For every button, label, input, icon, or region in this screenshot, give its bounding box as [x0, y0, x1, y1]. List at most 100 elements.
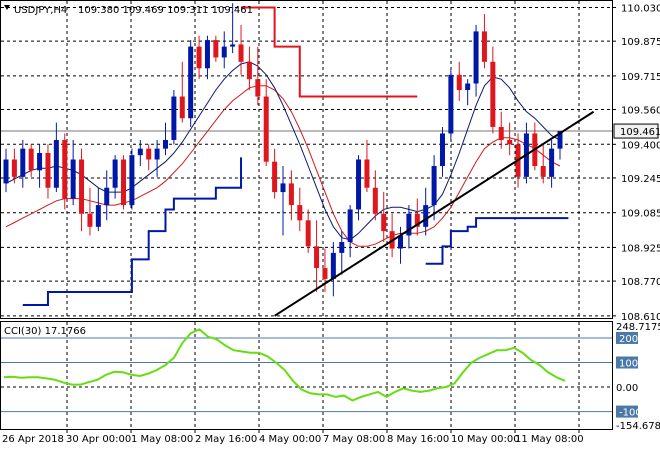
- cci-tick-label: 248.7175: [616, 322, 660, 333]
- price-tick-label: 110.030: [621, 4, 660, 15]
- candle-body: [314, 246, 320, 269]
- candle-body: [330, 252, 336, 279]
- price-tick-label: 108.770: [621, 277, 660, 288]
- candle-body: [297, 205, 303, 221]
- candle-body: [347, 209, 353, 243]
- candle-body: [37, 152, 43, 171]
- candle-body: [549, 148, 555, 177]
- price-tick-label: 109.875: [621, 37, 660, 48]
- price-tick-label: 108.610: [621, 312, 660, 323]
- support-step-line-recent: [425, 217, 569, 265]
- candle-body: [188, 46, 194, 119]
- candle-body: [230, 44, 236, 47]
- candle-body: [473, 31, 479, 84]
- trendline[interactable]: [274, 110, 595, 317]
- candle-body: [448, 74, 454, 134]
- time-tick-label: 26 Apr 2018: [2, 434, 64, 445]
- candle-body: [339, 242, 345, 253]
- candle-body: [246, 61, 252, 80]
- candle-body: [238, 44, 244, 62]
- candle-body: [87, 213, 93, 227]
- candle-body: [540, 166, 546, 177]
- candle-body: [364, 159, 370, 188]
- current-price-label: 109.461: [620, 127, 660, 138]
- price-tick-label: 109.560: [621, 106, 660, 117]
- cci-level-badge: [616, 331, 638, 344]
- trendline-segment[interactable]: [274, 110, 595, 317]
- price-tick-label: 109.400: [621, 140, 660, 151]
- candle-body: [423, 205, 429, 227]
- time-tick-label: 4 May 00:00: [259, 434, 321, 445]
- candle-body: [272, 161, 278, 193]
- time-axis: 26 Apr 2018 30 Apr 00:00 1 May 08:00 2 May …: [2, 429, 584, 445]
- candle-body: [53, 139, 59, 188]
- cci-series: [3, 328, 566, 402]
- time-tick-label: 30 Apr 00:00: [66, 434, 131, 445]
- candle-body: [221, 46, 227, 58]
- candle-body: [456, 74, 462, 91]
- candle-body: [280, 183, 286, 193]
- time-tick-label: 7 May 08:00: [323, 434, 385, 445]
- channel-step-lines: [22, 6, 569, 306]
- candle-body: [490, 61, 496, 127]
- candle-body: [213, 40, 219, 58]
- time-tick-label: 11 May 08:00: [515, 434, 584, 445]
- price-axis: 110.030 109.875 109.715 109.560 109.400 109.2…: [612, 4, 660, 323]
- candle-body: [20, 148, 26, 177]
- ohlc-label: 109.380 109.469 109.311 109.461: [78, 5, 253, 16]
- candle-body: [171, 96, 177, 140]
- cci-panel-frame: [0, 321, 613, 430]
- candle-body: [79, 159, 85, 214]
- candle-body: [414, 213, 420, 227]
- cci-level-badge: [616, 405, 638, 418]
- support-step-line: [22, 157, 243, 306]
- price-tick-label: 109.245: [621, 174, 660, 185]
- cci-label: CCI(30) 17.1766: [4, 326, 86, 337]
- resistance-step-line: [241, 6, 418, 98]
- fast-moving-average: [5, 61, 561, 241]
- candle-body: [431, 166, 437, 206]
- candle-body: [137, 148, 143, 156]
- candle-body: [11, 159, 17, 177]
- candle-body: [162, 139, 168, 149]
- candle-body: [70, 159, 76, 199]
- price-tick-label: 109.715: [621, 72, 660, 83]
- symbol-arrow-icon: [4, 5, 10, 10]
- symbol-label: USDJPY,H4: [14, 5, 67, 16]
- candle-body: [45, 152, 51, 188]
- candle-body: [356, 159, 362, 210]
- candle-body: [121, 159, 127, 206]
- cci-tick-label: 0.00: [616, 383, 638, 394]
- candle-body: [481, 31, 487, 62]
- cci-gridlines: [1, 322, 612, 429]
- candle-body: [507, 139, 513, 145]
- candle-body: [398, 235, 404, 249]
- candle-body: [557, 131, 563, 149]
- candle-body: [288, 183, 294, 206]
- price-tick-label: 108.925: [621, 243, 660, 254]
- candle-body: [95, 205, 101, 227]
- cci-tick-label: -100: [619, 408, 642, 419]
- cci-level-badge: [616, 356, 638, 369]
- price-panel-frame: [0, 0, 613, 319]
- candle-body: [204, 40, 210, 69]
- cci-line: [3, 328, 566, 402]
- candle-body: [255, 79, 261, 97]
- candle-body: [104, 187, 110, 206]
- candle-body: [372, 187, 378, 214]
- time-tick-label: 2 May 16:00: [195, 434, 257, 445]
- candle-body: [179, 96, 185, 119]
- price-gridlines: [1, 1, 612, 318]
- time-tick-label: 8 May 16:00: [387, 434, 449, 445]
- candle-body: [28, 148, 34, 171]
- candle-body: [263, 96, 269, 162]
- candle-body: [112, 159, 118, 188]
- candle-body: [146, 148, 152, 160]
- cci-tick-label: 100: [619, 358, 638, 369]
- current-price-badge: [613, 123, 659, 139]
- candle-body: [305, 220, 311, 247]
